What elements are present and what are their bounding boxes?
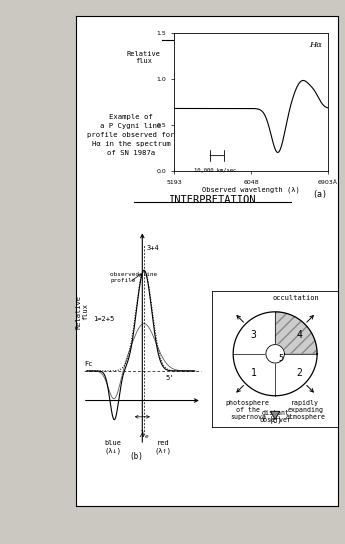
Text: 2: 2 — [297, 368, 303, 378]
Text: Example of
a P Cygni line
profile observed for
Hα in the spectrum
of SN 1987a: Example of a P Cygni line profile observ… — [87, 114, 175, 156]
Text: OBSERVATION: OBSERVATION — [186, 34, 255, 44]
Text: rapidly
expanding
atmosphere: rapidly expanding atmosphere — [285, 400, 325, 420]
Text: Hα: Hα — [309, 40, 322, 48]
Text: (b): (b) — [129, 452, 144, 461]
Text: Relative
flux: Relative flux — [76, 295, 89, 329]
Text: 1=2+5: 1=2+5 — [93, 316, 114, 322]
Text: (a): (a) — [312, 190, 327, 199]
Text: INTERPRETATION: INTERPRETATION — [168, 195, 256, 205]
Text: Relative
flux: Relative flux — [127, 51, 160, 64]
Text: observed line
profile: observed line profile — [110, 272, 157, 283]
Text: (c): (c) — [268, 416, 282, 425]
Text: 5': 5' — [166, 375, 174, 381]
Text: 3+4: 3+4 — [147, 245, 160, 251]
Text: Fc: Fc — [84, 361, 92, 367]
Text: 4: 4 — [297, 330, 303, 340]
Text: 10,000 km/sec.: 10,000 km/sec. — [194, 168, 240, 172]
Text: 3: 3 — [250, 330, 256, 340]
Text: photosphere
of the
supernova: photosphere of the supernova — [226, 400, 270, 420]
Text: red
(λ↑): red (λ↑) — [154, 441, 171, 454]
Polygon shape — [275, 312, 317, 354]
Polygon shape — [270, 411, 280, 419]
Text: distant
observer: distant observer — [259, 411, 291, 423]
X-axis label: Observed wavelength (λ): Observed wavelength (λ) — [202, 186, 300, 193]
Text: 1: 1 — [250, 368, 256, 378]
Text: occultation: occultation — [273, 295, 319, 301]
Text: $\lambda_e$: $\lambda_e$ — [139, 429, 149, 441]
Text: 5: 5 — [278, 354, 283, 363]
Polygon shape — [266, 344, 284, 363]
Text: blue
(λ↓): blue (λ↓) — [105, 441, 122, 454]
